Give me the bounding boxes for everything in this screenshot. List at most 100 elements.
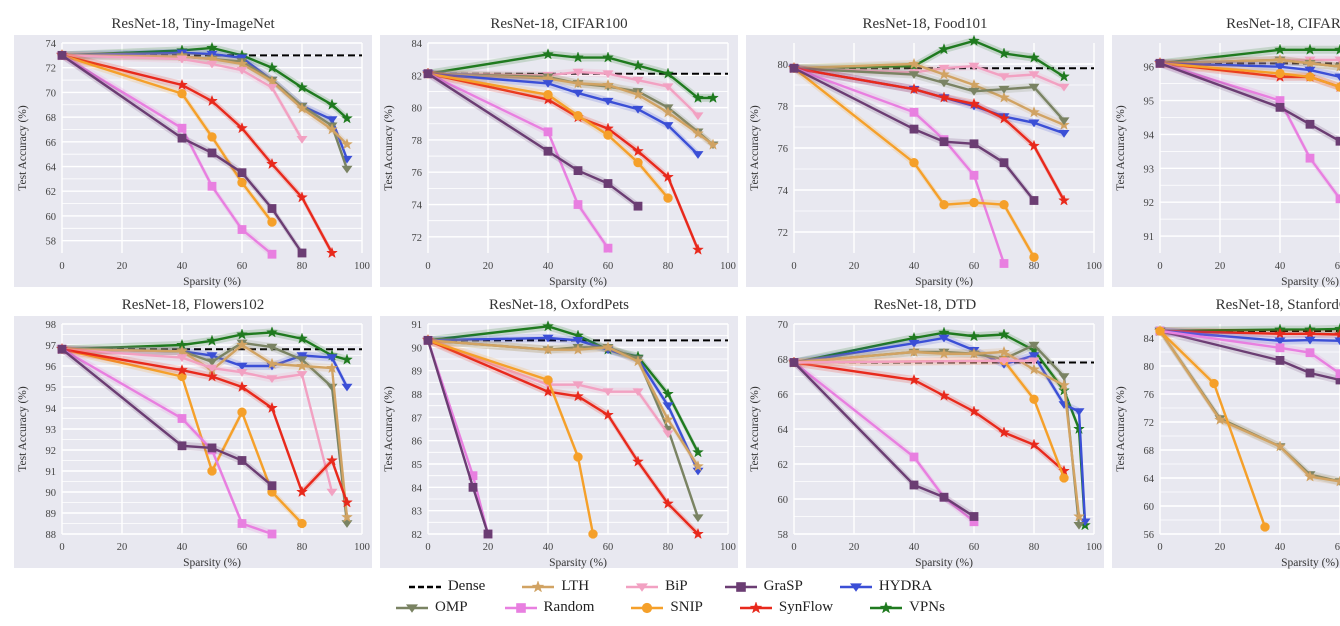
svg-text:20: 20 [1215, 542, 1226, 553]
svg-text:84: 84 [412, 483, 423, 494]
svg-text:Test Accuracy (%): Test Accuracy (%) [383, 386, 395, 472]
legend-item-grasp[interactable]: GraSP [724, 578, 803, 595]
svg-text:60: 60 [603, 261, 614, 272]
svg-text:40: 40 [543, 542, 554, 553]
svg-text:20: 20 [849, 542, 860, 553]
svg-text:60: 60 [969, 542, 980, 553]
svg-text:93: 93 [46, 425, 57, 436]
legend-row-2: OMP Random SNIP SynFlow VPNs [10, 597, 1330, 626]
svg-text:60: 60 [237, 261, 248, 272]
svg-text:68: 68 [1144, 446, 1155, 457]
chart-title-4: ResNet-18, Flowers102 [14, 297, 372, 314]
svg-text:80: 80 [412, 104, 423, 115]
svg-text:Sparsity (%): Sparsity (%) [1281, 276, 1339, 288]
svg-text:20: 20 [117, 261, 128, 272]
svg-text:68: 68 [778, 355, 789, 366]
plot-area-3: 919293949596020406080100Sparsity (%)Test… [1112, 35, 1340, 287]
svg-text:72: 72 [1144, 418, 1155, 429]
svg-text:72: 72 [778, 228, 789, 239]
legend-item-omp[interactable]: OMP [395, 599, 468, 616]
chart-title-3: ResNet-18, CIFAR10 [1112, 16, 1340, 33]
svg-text:60: 60 [1335, 542, 1340, 553]
svg-text:Sparsity (%): Sparsity (%) [1281, 557, 1339, 569]
svg-text:Sparsity (%): Sparsity (%) [183, 276, 241, 288]
svg-text:74: 74 [46, 39, 57, 50]
svg-text:0: 0 [1157, 542, 1162, 553]
legend-item-vpns[interactable]: VPNs [869, 599, 945, 616]
svg-text:40: 40 [1275, 261, 1286, 272]
svg-text:20: 20 [117, 542, 128, 553]
svg-text:60: 60 [237, 542, 248, 553]
svg-text:Test Accuracy (%): Test Accuracy (%) [749, 105, 761, 191]
svg-text:80: 80 [663, 542, 674, 553]
svg-text:60: 60 [969, 261, 980, 272]
svg-text:68: 68 [46, 113, 57, 124]
svg-text:64: 64 [1144, 474, 1155, 485]
legend-label-hydra: HYDRA [879, 578, 932, 595]
svg-text:Test Accuracy (%): Test Accuracy (%) [17, 105, 29, 191]
svg-text:83: 83 [412, 507, 423, 518]
svg-text:100: 100 [354, 542, 370, 553]
svg-text:92: 92 [1144, 198, 1155, 209]
svg-text:80: 80 [1029, 542, 1040, 553]
svg-text:20: 20 [483, 542, 494, 553]
svg-text:40: 40 [1275, 542, 1286, 553]
svg-text:Sparsity (%): Sparsity (%) [183, 557, 241, 569]
svg-text:40: 40 [909, 542, 920, 553]
grasp-legend-swatch [724, 579, 758, 595]
svg-text:40: 40 [909, 261, 920, 272]
svg-text:Sparsity (%): Sparsity (%) [549, 276, 607, 288]
svg-text:58: 58 [778, 530, 789, 541]
svg-text:0: 0 [791, 261, 796, 272]
chart-title-0: ResNet-18, Tiny-ImageNet [14, 16, 372, 33]
svg-text:87: 87 [412, 413, 423, 424]
svg-text:60: 60 [603, 542, 614, 553]
svg-text:80: 80 [297, 542, 308, 553]
svg-text:86: 86 [412, 437, 423, 448]
svg-text:20: 20 [849, 261, 860, 272]
lth-legend-swatch [521, 579, 555, 595]
legend-item-lth[interactable]: LTH [521, 578, 589, 595]
svg-text:40: 40 [543, 261, 554, 272]
vpns-legend-swatch [869, 600, 903, 616]
legend-item-hydra[interactable]: HYDRA [839, 578, 932, 595]
svg-text:97: 97 [46, 341, 57, 352]
svg-text:88: 88 [46, 530, 57, 541]
svg-text:80: 80 [297, 261, 308, 272]
svg-text:96: 96 [1144, 63, 1155, 74]
svg-text:76: 76 [1144, 390, 1155, 401]
legend-item-bip[interactable]: BiP [625, 578, 688, 595]
legend-label-snip: SNIP [670, 599, 703, 616]
legend-label-bip: BiP [665, 578, 688, 595]
legend-item-dense[interactable]: Dense [408, 578, 486, 595]
legend-item-synflow[interactable]: SynFlow [739, 599, 833, 616]
svg-text:0: 0 [425, 542, 430, 553]
chart-title-6: ResNet-18, DTD [746, 297, 1104, 314]
svg-text:20: 20 [1215, 261, 1226, 272]
svg-text:89: 89 [412, 367, 423, 378]
svg-text:90: 90 [412, 343, 423, 354]
svg-text:76: 76 [412, 168, 423, 179]
chart-panel-7: ResNet-18, StanfordCars56606468727680840… [1108, 291, 1340, 572]
legend-row-1: Dense LTH BiP GraSP HYDRA [10, 572, 1330, 597]
svg-text:85: 85 [412, 460, 423, 471]
svg-text:96: 96 [46, 362, 57, 373]
svg-text:94: 94 [1144, 130, 1155, 141]
svg-text:82: 82 [412, 530, 423, 541]
legend-item-random[interactable]: Random [504, 599, 595, 616]
svg-text:84: 84 [1144, 334, 1155, 345]
svg-text:Sparsity (%): Sparsity (%) [549, 557, 607, 569]
svg-text:58: 58 [46, 237, 57, 248]
legend-item-snip[interactable]: SNIP [630, 599, 703, 616]
chart-panel-3: ResNet-18, CIFAR109192939495960204060801… [1108, 10, 1340, 291]
svg-text:Test Accuracy (%): Test Accuracy (%) [17, 386, 29, 472]
bip-legend-swatch [625, 579, 659, 595]
